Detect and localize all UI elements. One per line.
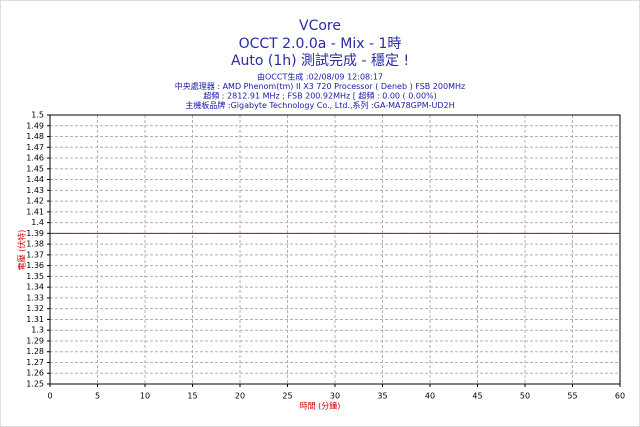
- info-line: 由OCCT生成 :02/08/09 12:08:17: [257, 72, 383, 82]
- y-tick-label: 1.45: [26, 164, 44, 173]
- y-tick-label: 1.4: [31, 218, 44, 227]
- y-tick-label: 1.32: [26, 304, 44, 313]
- y-tick-label: 1.38: [26, 240, 44, 249]
- chart-subtitle: OCCT 2.0.0a - Mix - 1時: [239, 36, 402, 52]
- y-tick-label: 1.46: [26, 154, 44, 163]
- y-tick-label: 1.41: [26, 207, 44, 216]
- y-tick-label: 1.5: [31, 111, 44, 120]
- y-tick-label: 1.33: [26, 293, 44, 302]
- y-tick-label: 1.42: [26, 197, 44, 206]
- y-tick-label: 1.37: [26, 250, 44, 259]
- x-tick-label: 30: [330, 392, 340, 401]
- plot-border: [49, 114, 621, 385]
- y-tick-label: 1.25: [26, 380, 44, 389]
- y-tick-label: 1.36: [26, 261, 44, 270]
- x-tick-label: 10: [140, 392, 150, 401]
- x-tick-label: 20: [235, 392, 245, 401]
- y-tick-label: 1.47: [26, 143, 44, 152]
- x-tick-label: 35: [377, 392, 387, 401]
- x-tick-label: 25: [282, 392, 292, 401]
- y-tick-label: 1.34: [26, 283, 44, 292]
- info-line: 超頻 : 2812.91 MHz ; FSB 200.92MHz [ 超頻 : …: [203, 91, 437, 101]
- y-tick-label: 1.39: [26, 229, 44, 238]
- y-tick-label: 1.28: [26, 347, 44, 356]
- y-tick-label: 1.31: [26, 315, 44, 324]
- y-tick-label: 1.48: [26, 132, 44, 141]
- y-tick-label: 1.44: [26, 175, 44, 184]
- x-tick-label: 5: [95, 392, 100, 401]
- y-tick-label: 1.35: [26, 272, 44, 281]
- y-tick-label: 1.26: [26, 369, 44, 378]
- x-tick-label: 45: [472, 392, 482, 401]
- chart-title: VCore: [299, 18, 341, 34]
- y-tick-label: 1.27: [26, 358, 44, 367]
- y-tick-label: 1.43: [26, 186, 44, 195]
- y-axis-label: 電壓 (伏特): [17, 230, 27, 271]
- x-tick-label: 15: [187, 392, 197, 401]
- x-tick-label: 40: [425, 392, 435, 401]
- plot-area: [50, 115, 620, 384]
- x-tick-label: 55: [567, 392, 577, 401]
- x-tick-label: 0: [47, 392, 52, 401]
- y-tick-label: 1.29: [26, 336, 44, 345]
- status: Auto (1h) 測試完成 - 穩定 !: [231, 53, 409, 69]
- x-axis-label: 時間 (分鐘): [300, 401, 341, 411]
- info-line: 中央處理器 : AMD Phenom(tm) II X3 720 Process…: [175, 81, 465, 91]
- y-tick-label: 1.3: [31, 326, 44, 335]
- x-tick-label: 50: [520, 392, 530, 401]
- x-tick-label: 60: [615, 392, 625, 401]
- y-tick-label: 1.49: [26, 121, 44, 130]
- info-line: 主機板品牌 :Gigabyte Technology Co., Ltd.,系列 …: [185, 100, 454, 110]
